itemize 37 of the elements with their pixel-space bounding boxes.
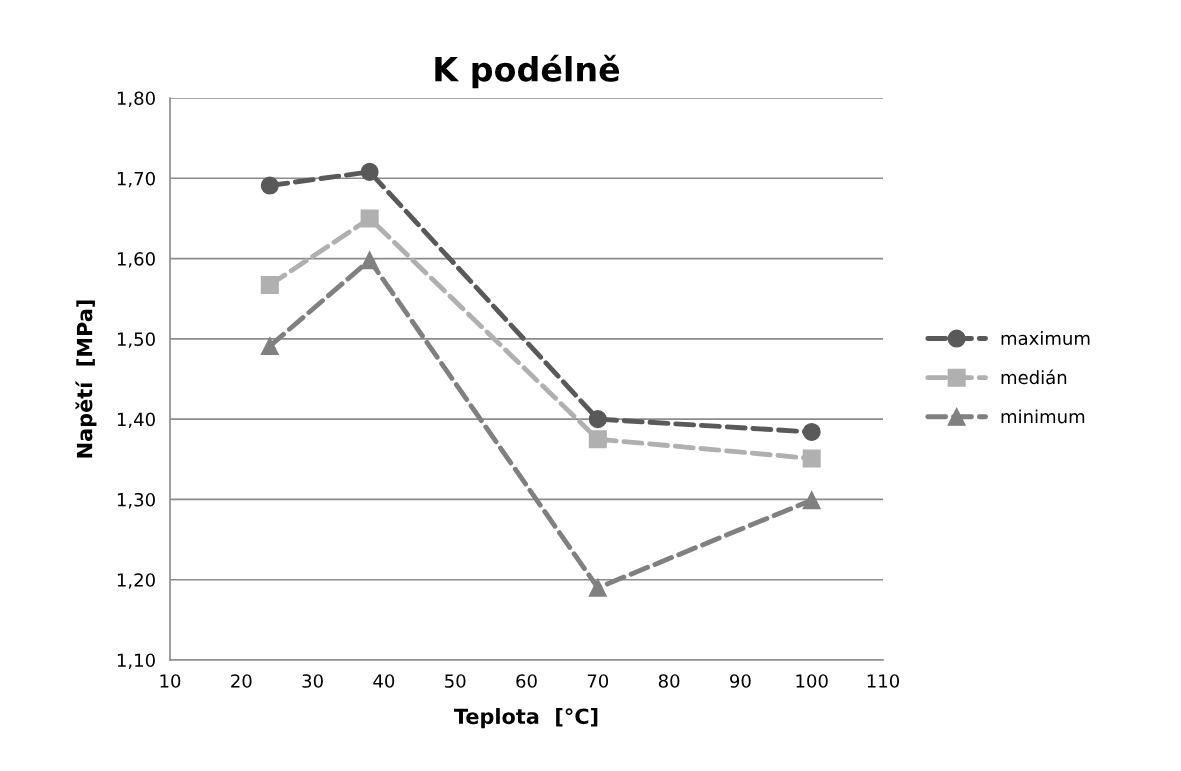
point <box>360 162 379 181</box>
x-tick-label: 40 <box>373 674 395 688</box>
x-tick-label: 110 <box>867 674 900 688</box>
legend-label: maximum <box>1001 331 1090 346</box>
x-tick-label: 10 <box>160 674 181 688</box>
x-tick-label: 70 <box>587 674 609 688</box>
y-tick-label: 1,60 <box>117 252 155 268</box>
x-tick-label: 90 <box>730 674 751 688</box>
x-tick-label: 100 <box>796 674 828 688</box>
legend-label: minimum <box>1001 409 1085 424</box>
point <box>802 449 821 468</box>
y-tick-label: 1,70 <box>117 171 155 188</box>
point <box>802 422 821 442</box>
x-tick-label: 30 <box>302 674 323 688</box>
x-tick-label: 20 <box>231 674 252 688</box>
y-tick-label: 1,30 <box>117 492 155 509</box>
point <box>260 276 279 295</box>
y-axis-title: Napětí [MPa] <box>75 300 97 458</box>
y-tick-label: 1,10 <box>117 653 155 669</box>
point <box>588 430 607 449</box>
x-tick-label: 60 <box>516 674 537 688</box>
point <box>588 578 607 597</box>
point <box>588 410 607 429</box>
point <box>360 209 379 228</box>
y-tick-label: 1,40 <box>117 412 155 429</box>
y-tick-label: 1,20 <box>117 573 155 589</box>
x-tick-label: 50 <box>445 674 466 688</box>
y-tick-label: 1,80 <box>117 91 155 107</box>
chart-title: K podélně <box>435 54 620 89</box>
point <box>802 491 821 510</box>
x-tick-label: 80 <box>658 674 680 688</box>
point <box>360 251 379 270</box>
y-tick-label: 1,50 <box>117 332 155 348</box>
point <box>260 337 279 356</box>
point <box>260 176 279 195</box>
x-axis-title: Teplota [°C] <box>453 708 598 729</box>
legend-label: medián <box>1001 369 1067 385</box>
